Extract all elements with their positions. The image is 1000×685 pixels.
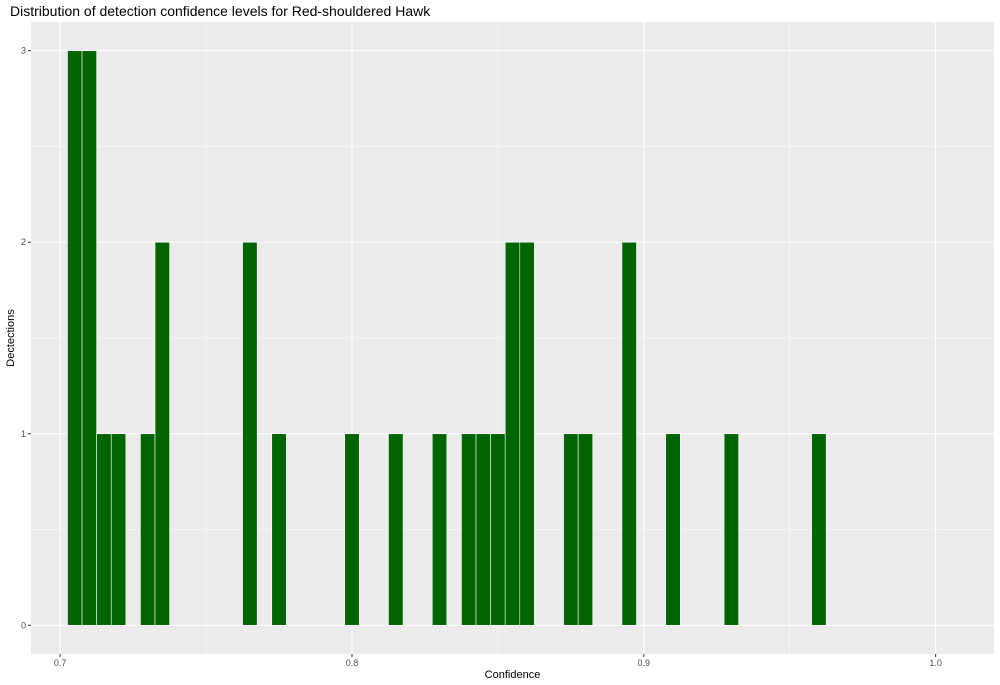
- histogram-bar: [490, 433, 506, 626]
- histogram-bar: [140, 433, 156, 626]
- x-tick-label: 0.9: [638, 658, 651, 668]
- histogram-bar: [67, 50, 83, 626]
- histogram-bar: [621, 241, 637, 626]
- x-tick-label: 0.8: [346, 658, 359, 668]
- histogram-bar: [242, 241, 258, 626]
- histogram-bar: [811, 433, 827, 626]
- histogram-bars: [67, 50, 827, 626]
- x-axis-title: Confidence: [485, 669, 541, 681]
- y-axis: 0 1 2 3: [21, 46, 31, 630]
- x-tick-label: 0.7: [54, 658, 67, 668]
- x-axis: 0.7 0.8 0.9 1.0: [54, 654, 942, 668]
- y-tick-label: 0: [21, 620, 26, 630]
- histogram-bar: [723, 433, 739, 626]
- x-tick-label: 1.0: [929, 658, 942, 668]
- histogram-bar: [665, 433, 681, 626]
- histogram-bar: [563, 433, 579, 626]
- histogram-bar: [519, 241, 535, 626]
- histogram-bar: [431, 433, 448, 626]
- histogram-bar: [344, 433, 360, 626]
- histogram-bar: [461, 433, 477, 626]
- histogram-bar: [388, 433, 404, 626]
- y-tick-label: 1: [21, 429, 26, 439]
- histogram-bar: [475, 433, 491, 626]
- histogram-bar: [154, 241, 170, 626]
- histogram-bar: [110, 433, 127, 626]
- histogram-bar: [271, 433, 287, 626]
- histogram-bar: [81, 50, 97, 626]
- chart-title: Distribution of detection confidence lev…: [10, 3, 431, 19]
- y-tick-label: 2: [21, 237, 26, 247]
- y-axis-title: Dectections: [5, 309, 17, 367]
- y-tick-label: 3: [21, 46, 26, 56]
- histogram-bar: [96, 433, 112, 626]
- histogram-bar: [577, 433, 594, 626]
- histogram-bar: [504, 241, 521, 626]
